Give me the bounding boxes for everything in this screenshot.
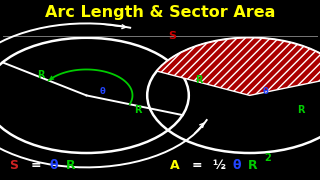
Text: θ: θ bbox=[100, 87, 105, 96]
Text: R: R bbox=[37, 70, 45, 80]
Text: S: S bbox=[169, 31, 177, 41]
Text: 2: 2 bbox=[264, 153, 271, 163]
Text: R: R bbox=[134, 105, 141, 115]
Text: =: = bbox=[30, 159, 41, 172]
Text: =: = bbox=[192, 159, 203, 172]
Text: R: R bbox=[248, 159, 258, 172]
Text: A: A bbox=[170, 159, 179, 172]
Text: S: S bbox=[10, 159, 19, 172]
Text: R: R bbox=[195, 75, 202, 85]
Text: R: R bbox=[66, 159, 75, 172]
Text: θ: θ bbox=[50, 159, 58, 172]
Wedge shape bbox=[157, 38, 320, 95]
Text: θ: θ bbox=[263, 87, 268, 96]
Text: R: R bbox=[297, 105, 305, 115]
Text: ½: ½ bbox=[213, 159, 226, 172]
Text: Arc Length & Sector Area: Arc Length & Sector Area bbox=[45, 5, 275, 20]
Text: θ: θ bbox=[232, 159, 241, 172]
